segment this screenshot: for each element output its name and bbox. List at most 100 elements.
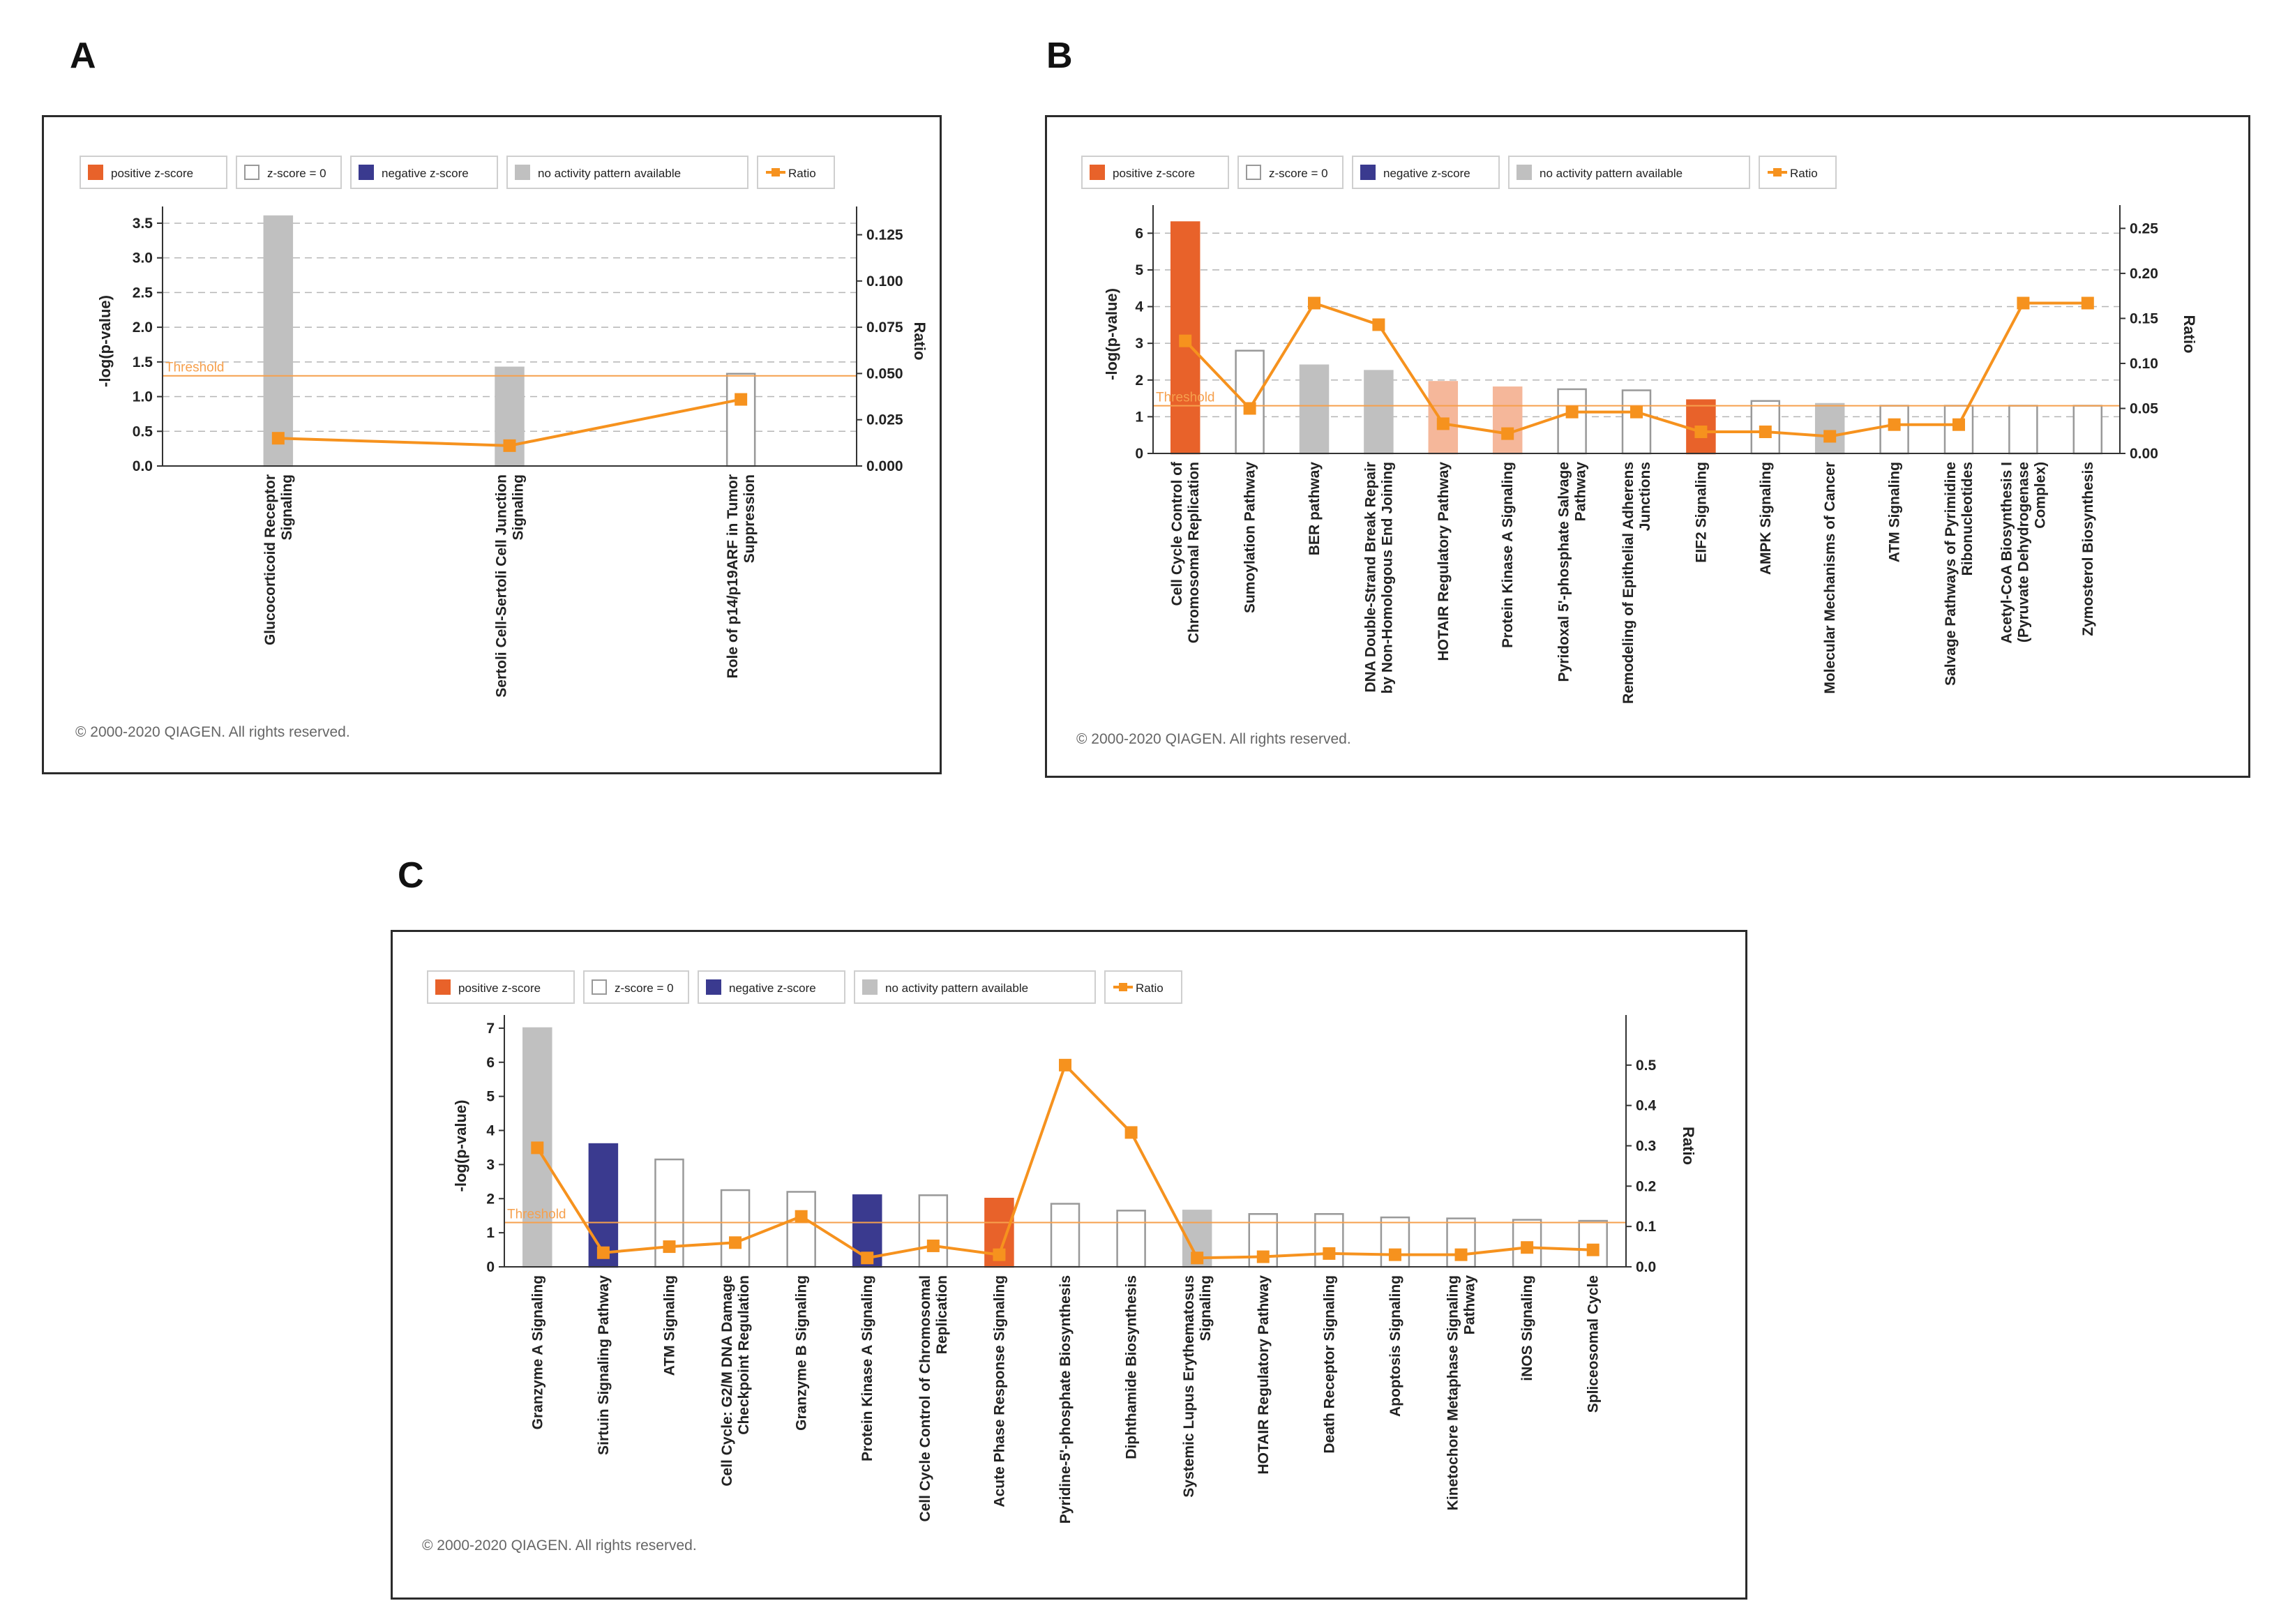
x-tick-label-line: Salvage Pathways of Pyrimidine <box>1943 462 1959 686</box>
bar-10 <box>1116 1210 1146 1268</box>
y2-tick-label: 0.15 <box>2130 310 2158 326</box>
legend-item-box <box>1081 156 1229 189</box>
ratio-point-3 <box>735 393 748 406</box>
y2-tick-label: 0.000 <box>866 458 903 474</box>
ratio-point-10 <box>1124 1126 1138 1139</box>
threshold-label: Threshold <box>1156 391 1215 405</box>
bar-11 <box>1814 403 1845 455</box>
x-tick-label-line: (Pyruvate Dehydrogenase <box>2015 462 2031 642</box>
x-tick-label-line: Granzyme A Signaling <box>529 1275 545 1429</box>
y-tick-label: 0 <box>1135 446 1143 462</box>
ratio-point-7 <box>1565 405 1579 419</box>
y-tick-label: 2.0 <box>133 319 153 336</box>
x-tick-label-line: Sertoli Cell-Sertoli Cell Junction <box>494 474 510 698</box>
x-tick-label-line: Apoptosis Signaling <box>1387 1275 1403 1417</box>
legend-item-box <box>427 970 575 1004</box>
ratio-point-3 <box>1308 296 1320 310</box>
bar-15 <box>2072 405 2103 455</box>
x-tick-label-line: Protein Kinase A Signaling <box>1500 462 1516 648</box>
ratio-point-14 <box>2017 296 2030 310</box>
legend-swatch-na <box>1516 165 1532 180</box>
legend-label-zero: z-score = 0 <box>267 167 326 180</box>
panel-letter-a: A <box>70 36 96 76</box>
y-tick-label: 4 <box>486 1123 495 1139</box>
x-tick-label-line: Chromosomal Replication <box>1186 462 1202 643</box>
x-tick-label-line: Cell Cycle Control of <box>1169 461 1185 606</box>
legend-swatch-na <box>515 165 530 180</box>
panel-letter-b: B <box>1046 36 1073 76</box>
ratio-point-2 <box>503 439 516 452</box>
y-tick-label: 6 <box>1135 225 1143 241</box>
legend-label-na: no activity pattern available <box>538 167 681 180</box>
ratio-point-13 <box>1323 1247 1336 1260</box>
y-tick-label: 2.5 <box>133 285 153 301</box>
x-tick-label-line: Checkpoint Regulation <box>736 1275 752 1435</box>
x-tick-label-line: Zymosterol Biosynthesis <box>2080 462 2096 636</box>
y-tick-label: 3 <box>1135 336 1143 352</box>
legend-item-box <box>854 970 1096 1004</box>
legend-item-box <box>80 156 227 189</box>
y2-tick-label: 0.4 <box>1636 1098 1657 1114</box>
legend-item-box <box>1352 156 1500 189</box>
x-tick-label-line: Replication <box>934 1275 950 1354</box>
legend-label-ratio: Ratio <box>1790 167 1818 180</box>
y-tick-label: 0.0 <box>133 458 153 474</box>
y2-tick-label: 0.025 <box>866 412 903 428</box>
bar-7 <box>1557 388 1587 455</box>
y-tick-label: 5 <box>1135 262 1143 278</box>
legend-swatch-negative <box>359 165 374 180</box>
legend-label-negative: negative z-score <box>382 167 469 180</box>
legend-label-zero: z-score = 0 <box>615 982 674 995</box>
x-tick-label-line: ATM Signaling <box>1887 462 1903 562</box>
x-tick-label-line: Signaling <box>511 474 527 541</box>
y2-tick-label: 0.05 <box>2130 400 2158 416</box>
ratio-point-4 <box>729 1236 742 1249</box>
x-tick-label-line: by Non-Homologous End Joining <box>1379 462 1395 693</box>
y-tick-label: 1.0 <box>133 389 153 405</box>
legend-label-zero: z-score = 0 <box>1269 167 1328 180</box>
x-tick-label-line: DNA Double-Strand Break Repair <box>1362 462 1378 693</box>
x-tick-label-line: Cell Cycle Control of Chromosomal <box>917 1275 933 1522</box>
y2-axis-title: Ratio <box>1680 1127 1697 1165</box>
bar-9 <box>1050 1203 1081 1268</box>
ratio-point-8 <box>1630 405 1643 419</box>
y2-tick-label: 0.050 <box>866 366 903 382</box>
x-tick-label-line: Sirtuin Signaling Pathway <box>596 1275 612 1455</box>
x-tick-label-line: Systemic Lupus Erythematosus <box>1181 1275 1197 1498</box>
y-tick-label: 0.5 <box>133 423 153 439</box>
bar-4 <box>720 1189 751 1268</box>
legend-swatch-positive <box>435 979 451 995</box>
bar-7 <box>918 1194 949 1268</box>
legend-swatch-zero <box>592 979 607 995</box>
y2-tick-label: 0.00 <box>2130 446 2158 462</box>
legend-label-positive: positive z-score <box>1113 167 1195 180</box>
ratio-point-6 <box>1501 427 1514 440</box>
x-tick-label-line: Pathway <box>1573 462 1589 522</box>
y2-axis-title: Ratio <box>911 322 928 361</box>
ratio-point-3 <box>663 1240 676 1254</box>
bar-3 <box>1299 364 1330 455</box>
legend-label-negative: negative z-score <box>729 982 816 995</box>
x-tick-label-line: EIF2 Signaling <box>1693 462 1709 563</box>
bar-4 <box>1364 370 1394 455</box>
ratio-point-12 <box>1888 418 1901 431</box>
y2-tick-label: 0.5 <box>1636 1058 1657 1074</box>
y-axis-title: -log(p-value) <box>1103 288 1120 380</box>
y-tick-label: 1 <box>486 1225 495 1241</box>
y-tick-label: 2 <box>1135 373 1143 389</box>
chart-panel-b: positive z-score z-score = 0 negative z-sc… <box>1045 115 2250 778</box>
x-tick-label-line: BER pathway <box>1307 462 1323 556</box>
ratio-point-7 <box>926 1239 940 1252</box>
y-tick-label: 3.5 <box>133 216 153 232</box>
y-axis-title: -log(p-value) <box>452 1100 469 1192</box>
ratio-point-5 <box>1436 417 1450 430</box>
chart-panel-c: positive z-score z-score = 0 negative z-sc… <box>391 930 1747 1600</box>
y-tick-label: 3 <box>486 1157 495 1173</box>
y2-tick-label: 0.1 <box>1636 1219 1657 1235</box>
x-tick-label-line: Kinetochore Metaphase Signaling <box>1445 1275 1461 1510</box>
y-tick-label: 5 <box>486 1089 495 1105</box>
y2-tick-label: 0.10 <box>2130 356 2158 372</box>
ratio-point-6 <box>861 1251 874 1265</box>
chart-c: positive z-score z-score = 0 negative z-sc… <box>427 970 1697 1524</box>
ratio-point-16 <box>1521 1241 1534 1254</box>
